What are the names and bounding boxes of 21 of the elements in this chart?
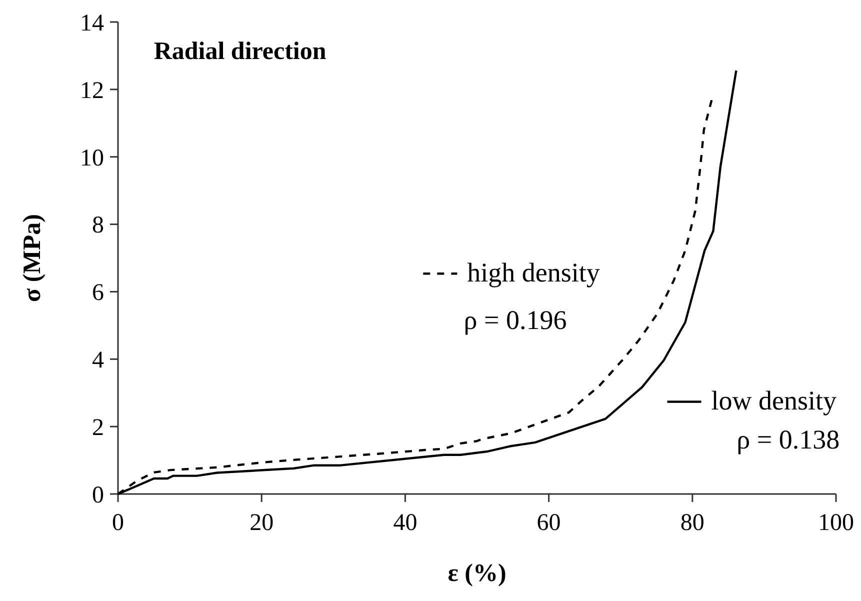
x-tick-label: 100 <box>818 510 854 536</box>
y-tick-label: 14 <box>80 10 104 36</box>
x-tick-label: 60 <box>536 510 561 536</box>
legend-label: high density <box>467 258 600 288</box>
x-tick-label: 80 <box>680 510 704 536</box>
y-tick-label: 10 <box>80 145 104 172</box>
x-tick-label: 40 <box>393 510 418 536</box>
annotation: ρ = 0.138 <box>736 424 840 454</box>
y-tick-label: 6 <box>92 280 104 306</box>
legend-label: low density <box>711 386 838 416</box>
y-tick-label: 4 <box>92 348 104 374</box>
y-tick-label: 2 <box>92 414 104 441</box>
annotation: ρ = 0.196 <box>464 304 567 335</box>
text: Radial direction <box>154 38 326 66</box>
y-axis-title: σ (MPa) <box>19 214 46 302</box>
x-tick-label: 20 <box>250 510 274 536</box>
y-tick-label: 12 <box>80 78 104 104</box>
x-tick-label: 0 <box>112 510 124 536</box>
y-tick-label: 0 <box>92 482 104 508</box>
x-axis-title: ε (%) <box>448 560 506 587</box>
y-tick-label: 8 <box>92 212 104 239</box>
